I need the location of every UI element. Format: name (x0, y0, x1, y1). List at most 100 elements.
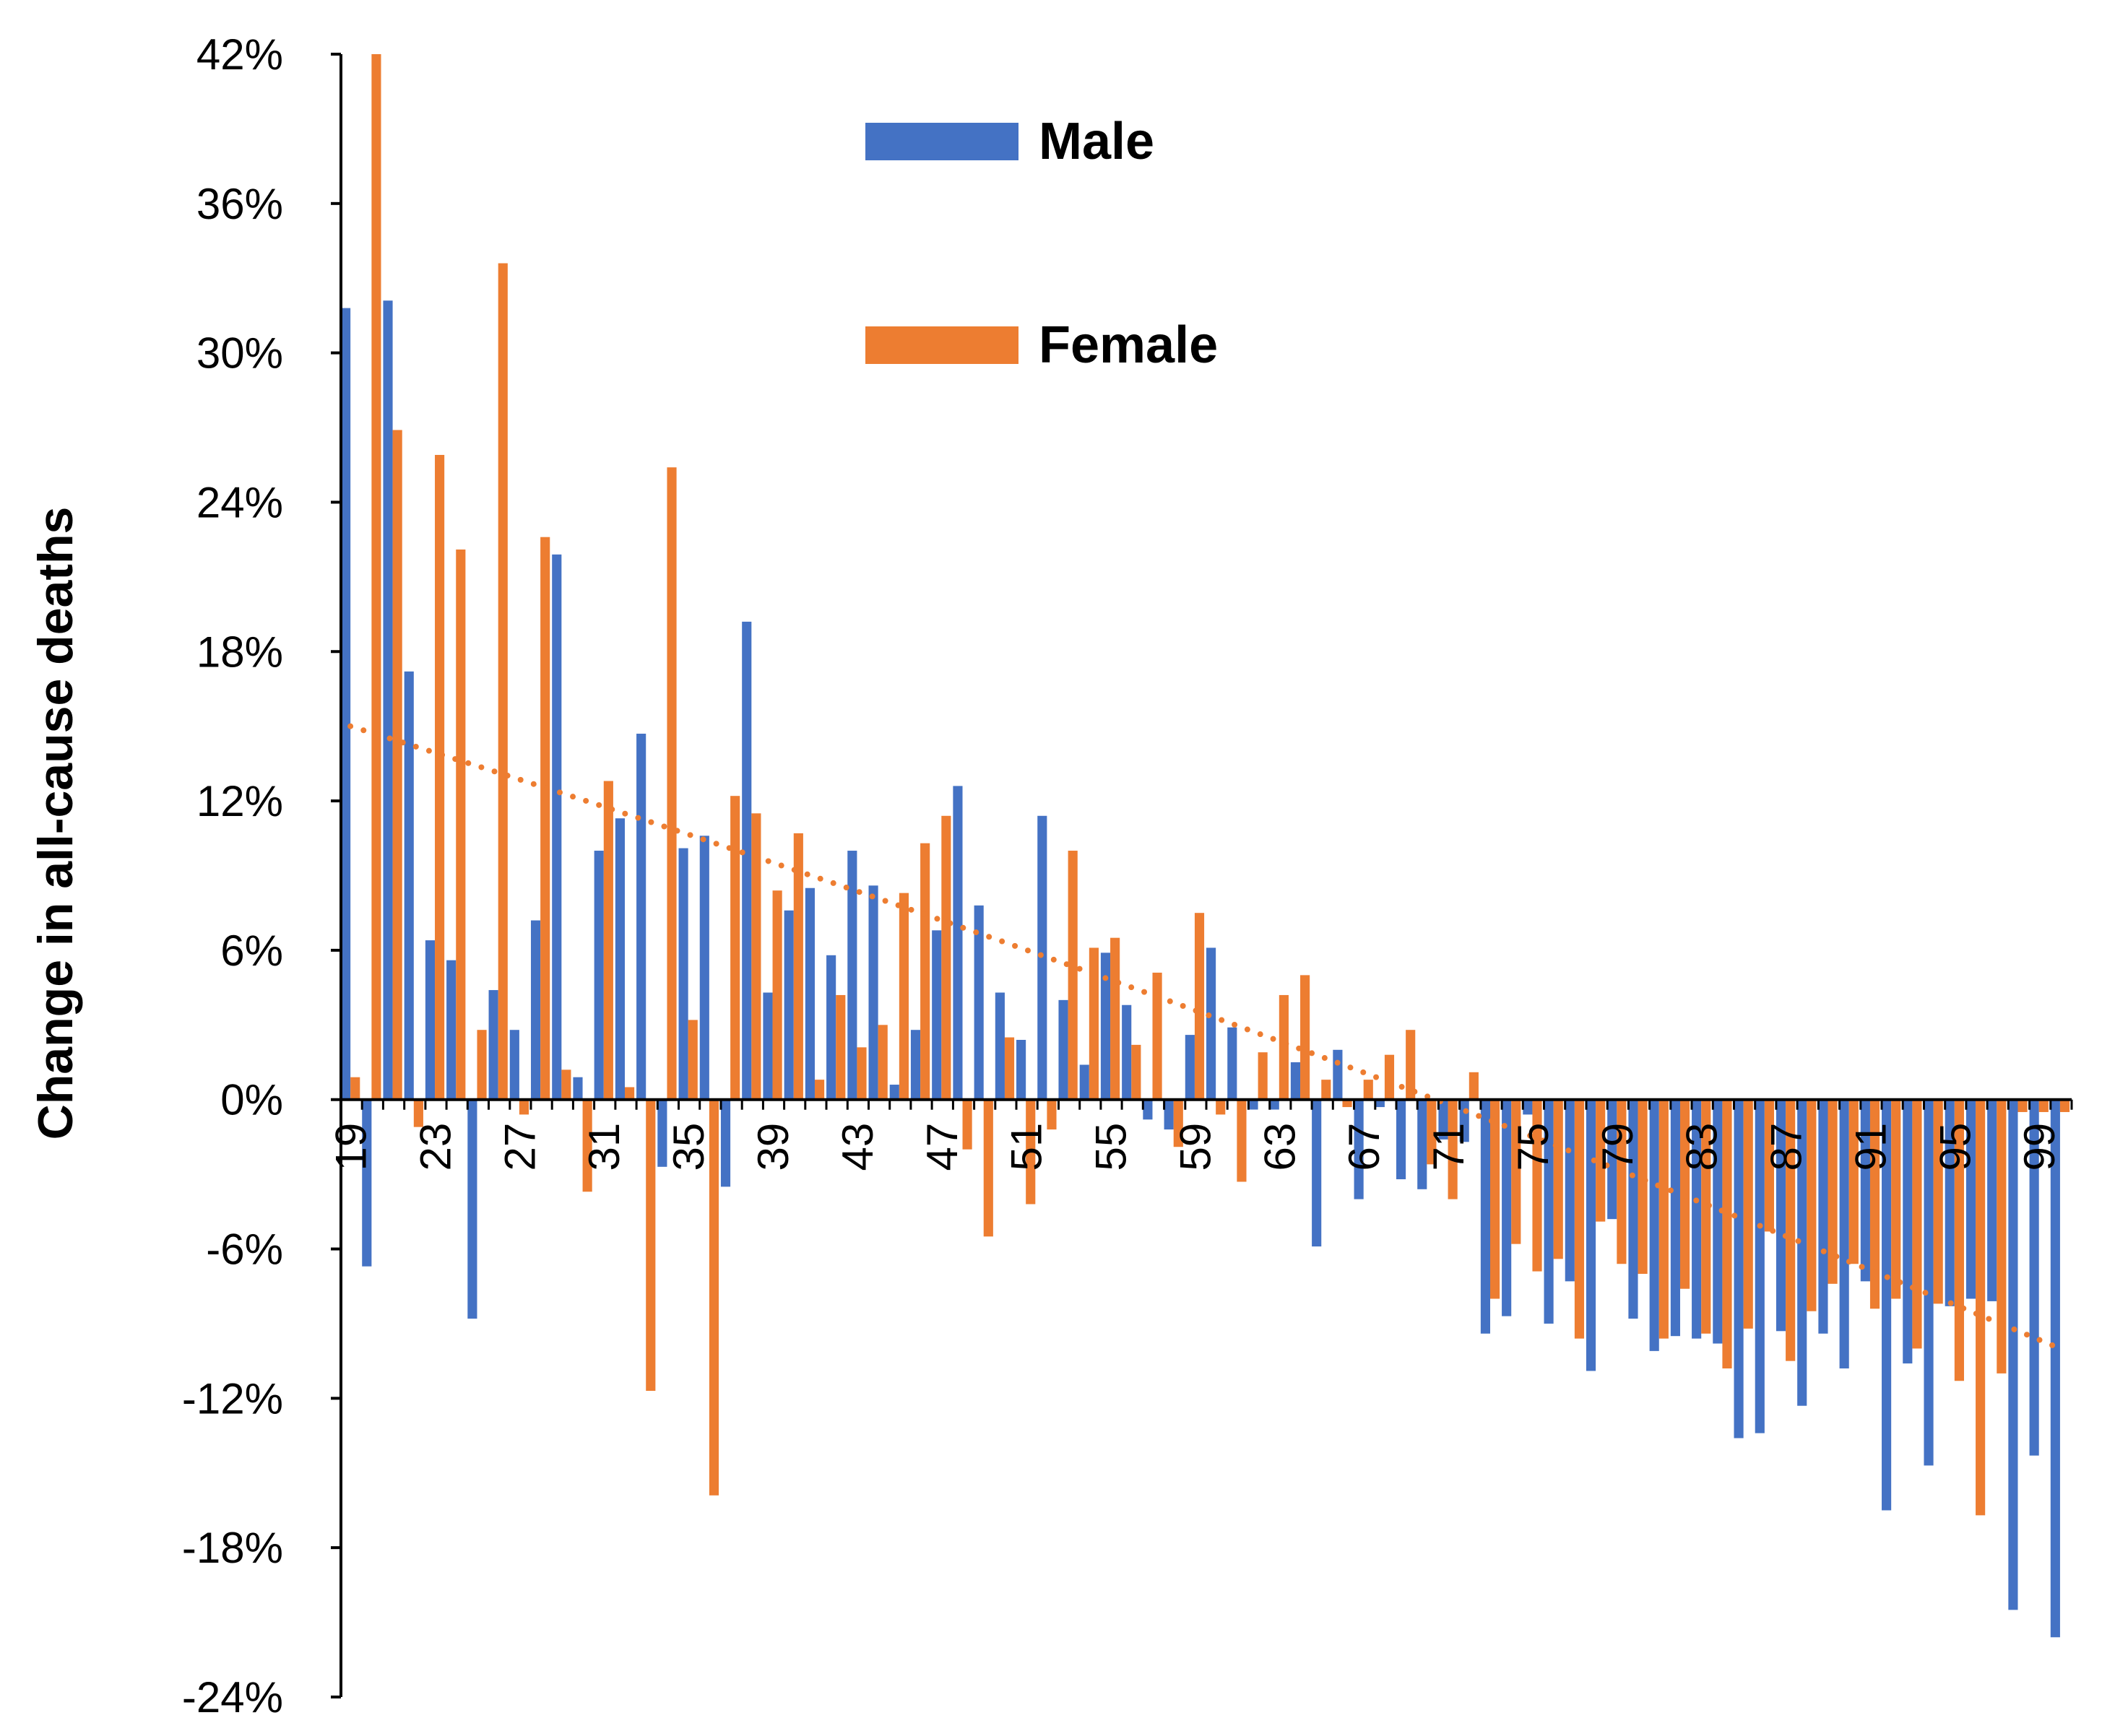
bar-male-87 (1776, 1099, 1786, 1332)
x-tick-label: 27 (496, 1123, 544, 1171)
bar-female-64 (1300, 975, 1310, 1100)
bar-female-92 (1891, 1099, 1901, 1299)
bar-male-93 (1903, 1099, 1913, 1364)
bar-female-66 (1342, 1099, 1352, 1108)
bar-female-22 (413, 1099, 423, 1127)
axes (331, 53, 2073, 1698)
bar-male-55 (1100, 952, 1111, 1100)
bar-male-69 (1396, 1099, 1406, 1180)
bar-male-88 (1797, 1099, 1807, 1406)
y-tick-label: -18% (182, 1524, 283, 1572)
y-tick-label: 6% (220, 926, 283, 975)
bar-male-90 (1839, 1099, 1849, 1368)
bar-male-82 (1670, 1099, 1680, 1337)
x-tick-label: 55 (1087, 1123, 1136, 1171)
bar-female-53 (1068, 851, 1078, 1100)
legend-swatch-male (865, 123, 1018, 160)
bar-female-65 (1321, 1080, 1331, 1100)
bar-female-36 (709, 1099, 719, 1496)
bar-male-34 (657, 1099, 667, 1167)
bar-female-24 (456, 549, 466, 1100)
bar-male-58 (1164, 1099, 1174, 1130)
bar-female-74 (1511, 1099, 1521, 1244)
bar-male-94 (1924, 1099, 1934, 1466)
bar-female-29 (561, 1069, 571, 1100)
bar-male-91 (1860, 1099, 1870, 1282)
bar-male-29 (552, 554, 562, 1100)
bar-male-60 (1206, 947, 1216, 1100)
series-female (350, 54, 2070, 1516)
bar-female-89 (1828, 1099, 1838, 1284)
bar-female-61 (1237, 1099, 1247, 1182)
bar-male-99 (2029, 1099, 2039, 1456)
bar-female-57 (1152, 972, 1162, 1100)
bar-female-69 (1406, 1030, 1416, 1100)
bar-female-30 (582, 1099, 592, 1192)
bar-female-58 (1173, 1099, 1183, 1147)
bar-male-73 (1480, 1099, 1490, 1334)
bar-male-26 (488, 990, 498, 1100)
y-tick-label: -24% (182, 1673, 283, 1722)
trendline-group (347, 723, 2063, 1352)
bar-female-37 (730, 796, 740, 1100)
bar-female-47 (941, 815, 951, 1100)
bar-male-61 (1227, 1027, 1237, 1100)
bar-male-100 (2050, 1099, 2060, 1638)
bar-female-76 (1553, 1099, 1563, 1259)
bar-male-21 (383, 300, 393, 1100)
bar-male-63 (1269, 1099, 1279, 1110)
bar-female-21 (392, 430, 402, 1100)
legend-label-male: Male (1039, 113, 1154, 170)
bar-female-40 (793, 833, 803, 1100)
bar-female-31 (603, 781, 613, 1100)
bar-female-83 (1701, 1099, 1711, 1334)
y-tick-label: 12% (196, 777, 283, 825)
bar-male-45 (889, 1085, 899, 1100)
bar-female-20 (371, 54, 381, 1100)
bar-female-54 (1089, 947, 1099, 1100)
bar-male-35 (678, 848, 688, 1100)
bar-male-57 (1143, 1099, 1153, 1120)
x-tick-label: 91 (1846, 1123, 1895, 1171)
bar-male-19 (341, 308, 351, 1100)
bar-male-24 (446, 960, 457, 1100)
bar-female-55 (1110, 937, 1120, 1100)
bar-male-75 (1523, 1099, 1533, 1115)
legend-label-female: Female (1039, 316, 1218, 374)
bar-female-46 (920, 843, 930, 1100)
bar-male-22 (404, 671, 414, 1100)
bar-female-90 (1848, 1099, 1859, 1264)
bar-male-28 (530, 920, 541, 1100)
bar-female-91 (1869, 1099, 1880, 1309)
bar-male-49 (974, 905, 984, 1100)
bar-male-98 (2008, 1099, 2018, 1610)
bar-male-39 (763, 992, 773, 1100)
bar-male-68 (1375, 1099, 1385, 1108)
bar-female-94 (1933, 1099, 1943, 1304)
bar-male-25 (467, 1099, 477, 1319)
bar-female-34 (667, 467, 677, 1100)
bar-male-64 (1290, 1062, 1301, 1100)
bar-male-54 (1079, 1064, 1089, 1100)
y-tick-label: 0% (220, 1076, 283, 1124)
legend-swatch-female (865, 326, 1018, 364)
bar-female-48 (962, 1099, 972, 1150)
bar-female-62 (1258, 1052, 1268, 1100)
bar-female-67 (1363, 1080, 1373, 1100)
bar-female-97 (1997, 1099, 2007, 1373)
x-tick-label: 39 (749, 1123, 797, 1171)
bar-male-65 (1312, 1099, 1322, 1247)
bar-male-37 (720, 1099, 731, 1187)
bar-male-97 (1987, 1099, 1997, 1301)
y-tick-label: -12% (182, 1374, 283, 1423)
bar-male-85 (1734, 1099, 1744, 1438)
bar-male-89 (1818, 1099, 1828, 1334)
bar-female-42 (836, 994, 846, 1100)
x-tick-label: 95 (1931, 1123, 1979, 1171)
bar-male-76 (1544, 1099, 1554, 1324)
x-tick-label: 43 (834, 1123, 882, 1171)
bar-male-42 (826, 955, 836, 1100)
bar-male-83 (1692, 1099, 1702, 1339)
bar-female-51 (1026, 1099, 1036, 1205)
